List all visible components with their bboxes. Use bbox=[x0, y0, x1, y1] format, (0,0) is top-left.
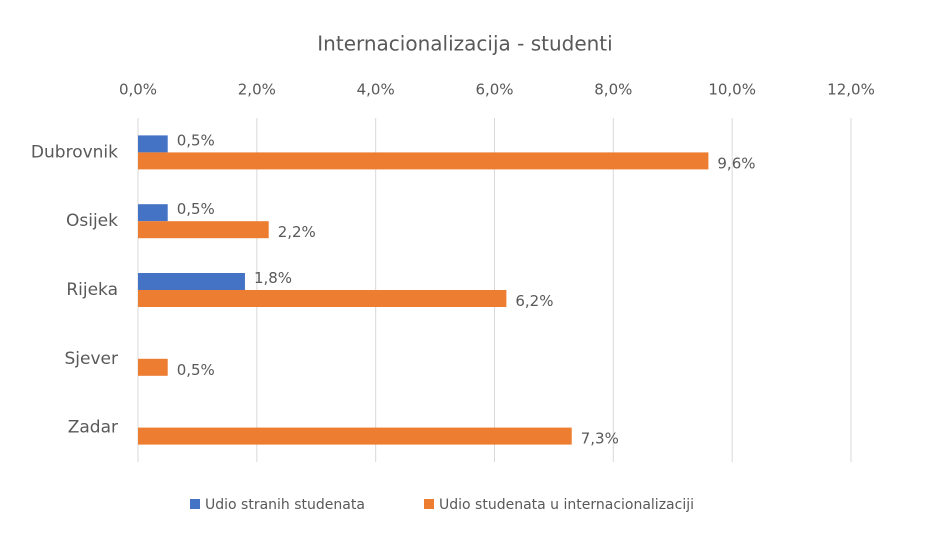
legend-label: Udio stranih studenata bbox=[205, 497, 365, 513]
legend-label: Udio studenata u internacionalizaciji bbox=[439, 497, 694, 513]
x-tick-label: 0,0% bbox=[119, 81, 157, 99]
data-label: 2,2% bbox=[278, 223, 316, 241]
x-tick-label: 10,0% bbox=[708, 81, 756, 99]
x-tick-label: 6,0% bbox=[475, 81, 513, 99]
bar bbox=[138, 273, 245, 290]
data-label: 6,2% bbox=[515, 292, 553, 310]
y-tick-label: Rijeka bbox=[66, 280, 118, 300]
x-tick-label: 8,0% bbox=[594, 81, 632, 99]
bar bbox=[138, 204, 168, 222]
data-label: 7,3% bbox=[581, 430, 619, 448]
x-tick-label: 2,0% bbox=[238, 81, 276, 99]
x-tick-label: 12,0% bbox=[827, 81, 875, 99]
y-tick-label: Sjever bbox=[65, 349, 118, 369]
data-label: 0,5% bbox=[177, 361, 215, 379]
bar bbox=[138, 427, 572, 445]
data-label: 0,5% bbox=[177, 200, 215, 218]
y-tick-label: Dubrovnik bbox=[31, 142, 118, 162]
bar bbox=[138, 358, 168, 376]
y-tick-label: Zadar bbox=[68, 418, 118, 438]
bar bbox=[138, 221, 269, 239]
chart-title: Internacionalizacija - studenti bbox=[317, 32, 612, 56]
data-label: 0,5% bbox=[177, 131, 215, 149]
bar bbox=[138, 290, 507, 307]
data-label: 9,6% bbox=[717, 154, 755, 172]
data-label: 1,8% bbox=[254, 269, 292, 287]
bar bbox=[138, 135, 168, 153]
x-tick-label: 4,0% bbox=[357, 81, 395, 99]
y-tick-label: Osijek bbox=[66, 211, 118, 231]
legend-swatch bbox=[190, 499, 200, 509]
bar bbox=[138, 152, 709, 170]
legend-swatch bbox=[424, 499, 434, 509]
